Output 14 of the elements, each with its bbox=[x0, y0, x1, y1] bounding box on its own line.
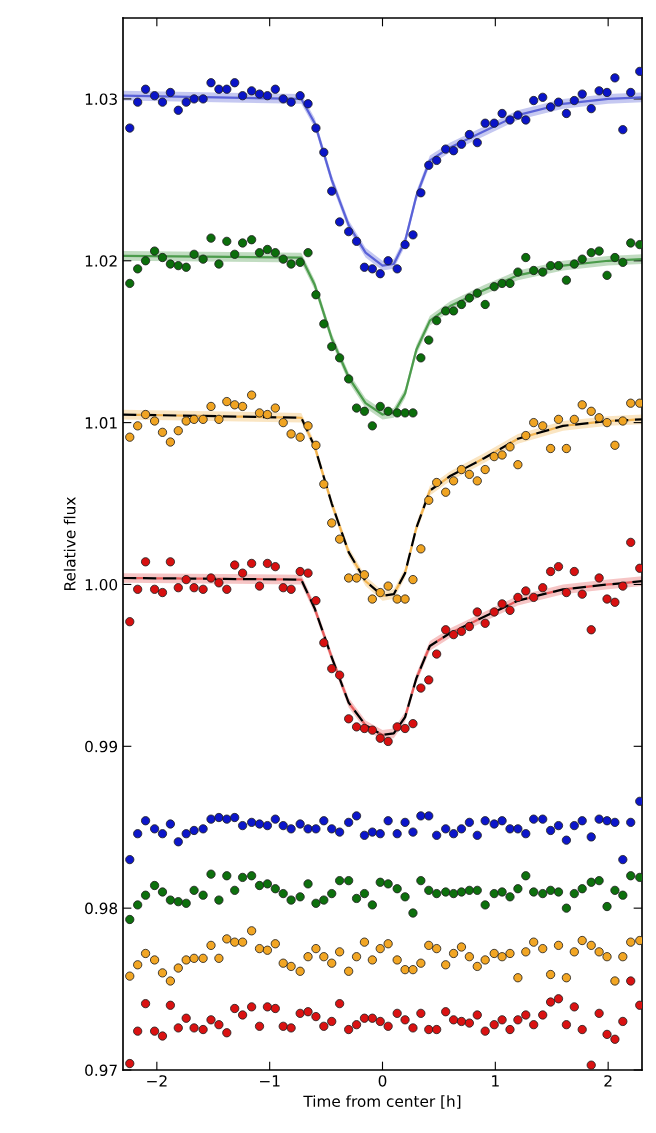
y-tick-label: 1.02 bbox=[85, 255, 117, 267]
x-axis-title: Time from center [h] bbox=[303, 1095, 461, 1109]
x-tick-label: 1 bbox=[492, 1075, 499, 1087]
y-tick-label: 1.00 bbox=[85, 578, 118, 591]
y-tick-label: 1.03 bbox=[85, 93, 117, 105]
y-tick-label: 0.97 bbox=[85, 1064, 117, 1077]
y-axis-title: Relative flux bbox=[63, 497, 76, 590]
y-tick-label: 0.99 bbox=[85, 740, 118, 753]
y-tick-label: 1.01 bbox=[85, 417, 117, 429]
x-tick-label: 0 bbox=[378, 1075, 387, 1087]
x-tick-label: −2 bbox=[147, 1075, 167, 1087]
x-tick-label: 2 bbox=[604, 1075, 612, 1087]
y-tick-label: 0.98 bbox=[85, 902, 118, 915]
x-tick-label: −1 bbox=[260, 1075, 280, 1087]
